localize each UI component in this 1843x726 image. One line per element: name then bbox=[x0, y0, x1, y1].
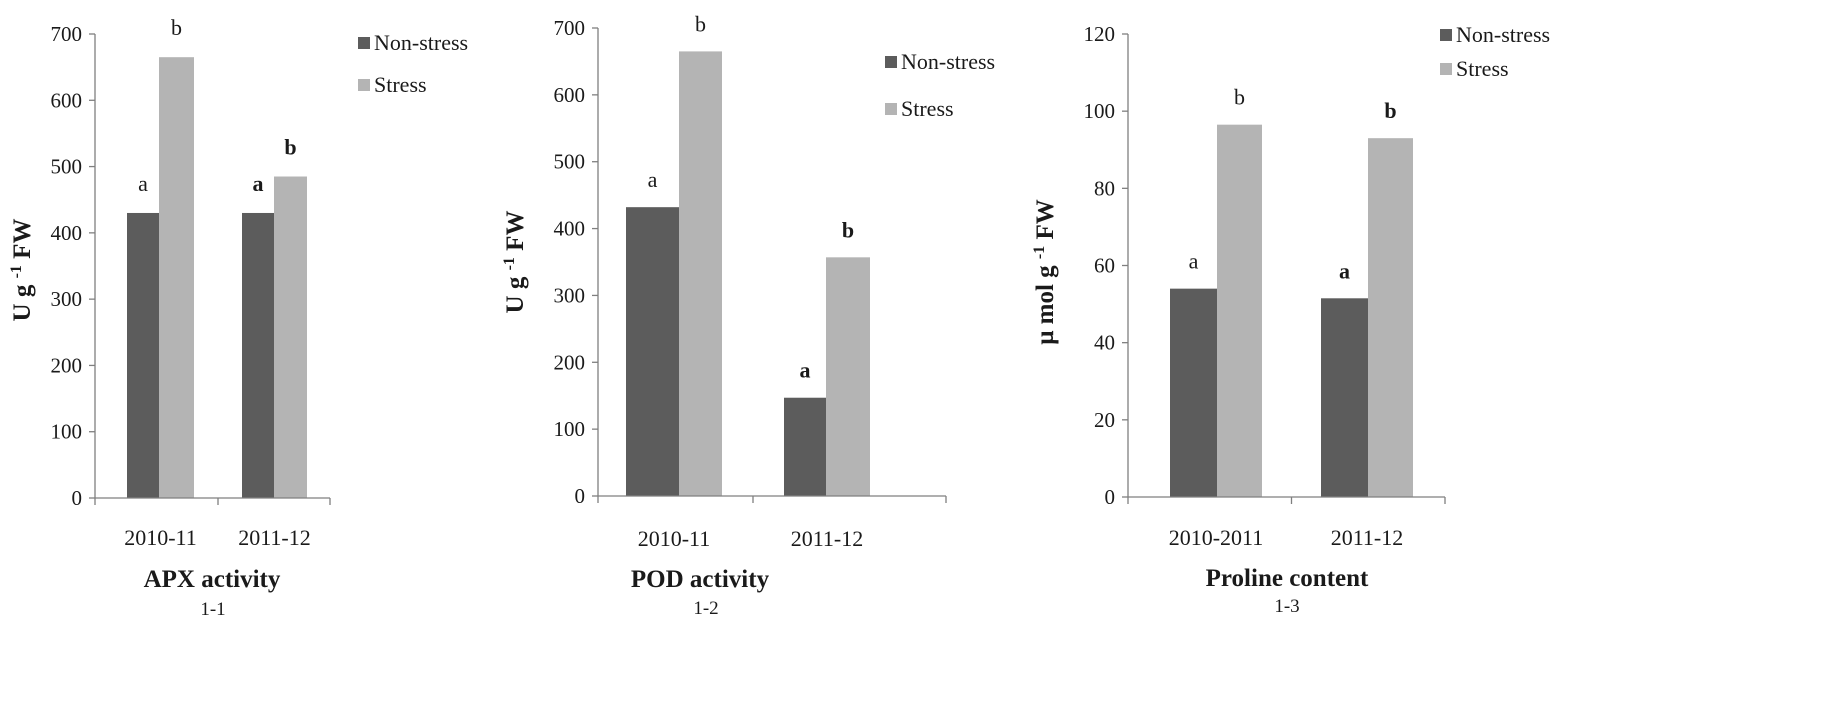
y-tick-label: 100 bbox=[554, 417, 586, 441]
bar-non-stress-2011-12 bbox=[242, 212, 274, 498]
y-tick-label: 100 bbox=[51, 420, 83, 444]
significance-letter: a bbox=[1189, 249, 1199, 274]
bar-stress-2011-12 bbox=[1368, 138, 1413, 498]
legend-label-non-stress: Non-stress bbox=[901, 49, 995, 74]
significance-letter: a bbox=[648, 167, 658, 192]
bar-stress-2010-11 bbox=[679, 51, 722, 497]
legend: Non-stress Stress bbox=[885, 49, 995, 121]
y-tick-label: 40 bbox=[1094, 331, 1115, 355]
legend: Non-stress Stress bbox=[358, 30, 468, 97]
significance-letter: b bbox=[171, 15, 182, 40]
y-tick-label: 700 bbox=[554, 16, 586, 40]
legend-swatch-stress bbox=[358, 79, 370, 91]
legend-swatch-stress bbox=[1440, 63, 1452, 75]
chart-panel-3: a b 2010-2011 a b 2011-12 0 20 40 60 80 100 120 μ mol… bbox=[1031, 22, 1550, 617]
y-tick-label: 300 bbox=[554, 283, 586, 307]
y-axis-title: μ mol g -1 FW bbox=[1031, 199, 1059, 345]
y-tick-label: 500 bbox=[554, 150, 586, 174]
bar-non-stress-2011-12 bbox=[1321, 298, 1368, 497]
bar-non-stress-2010-11 bbox=[626, 207, 679, 497]
x-tick-label: 2011-12 bbox=[238, 525, 311, 550]
bar-non-stress-2010-2011 bbox=[1170, 288, 1217, 497]
y-tick-label: 80 bbox=[1094, 176, 1115, 200]
y-tick-label: 500 bbox=[51, 155, 83, 179]
bar-non-stress-2011-12 bbox=[784, 397, 826, 496]
y-tick-label: 100 bbox=[1084, 99, 1116, 123]
x-tick-label: 2010-2011 bbox=[1169, 525, 1264, 550]
significance-letter: b bbox=[842, 217, 854, 242]
significance-letter: a bbox=[1339, 258, 1350, 283]
legend-label-stress: Stress bbox=[374, 72, 427, 97]
y-tick-label: 60 bbox=[1094, 254, 1115, 278]
y-tick-label: 600 bbox=[51, 88, 83, 112]
legend-swatch-non-stress bbox=[358, 37, 370, 49]
panel-caption: 1-1 bbox=[200, 599, 225, 620]
x-tick-label: 2011-12 bbox=[791, 526, 864, 551]
x-axis-title: APX activity bbox=[144, 566, 281, 593]
x-axis-title: POD activity bbox=[631, 566, 770, 593]
significance-letter: b bbox=[1234, 85, 1245, 110]
significance-letter: a bbox=[800, 358, 811, 383]
legend-label-non-stress: Non-stress bbox=[1456, 22, 1550, 47]
bar-stress-2010-11 bbox=[159, 57, 194, 498]
y-tick-label: 300 bbox=[51, 287, 83, 311]
y-tick-label: 120 bbox=[1084, 22, 1116, 46]
x-axis-title: Proline content bbox=[1206, 565, 1369, 592]
significance-letter: a bbox=[253, 171, 264, 196]
bar-non-stress-2010-11 bbox=[127, 212, 159, 498]
legend-label-non-stress: Non-stress bbox=[374, 30, 468, 55]
y-tick-label: 0 bbox=[575, 484, 586, 508]
y-tick-label: 0 bbox=[1105, 485, 1116, 509]
y-tick-label: 200 bbox=[51, 353, 83, 377]
y-axis-title: U g -1 FW bbox=[501, 211, 529, 314]
x-tick-label: 2010-11 bbox=[124, 525, 197, 550]
x-tick-label: 2011-12 bbox=[1331, 525, 1404, 550]
legend-swatch-stress bbox=[885, 103, 897, 115]
bar-stress-2010-2011 bbox=[1217, 124, 1262, 497]
significance-letter: a bbox=[138, 171, 148, 196]
significance-letter: b bbox=[1384, 98, 1396, 123]
significance-letter: b bbox=[284, 135, 296, 160]
legend: Non-stress Stress bbox=[1440, 22, 1550, 81]
y-tick-label: 200 bbox=[554, 350, 586, 374]
y-tick-label: 700 bbox=[51, 22, 83, 46]
legend-label-stress: Stress bbox=[1456, 56, 1509, 81]
bar-stress-2011-12 bbox=[826, 257, 870, 496]
y-tick-label: 400 bbox=[554, 217, 586, 241]
y-tick-label: 600 bbox=[554, 83, 586, 107]
panel-caption: 1-3 bbox=[1274, 596, 1299, 617]
legend-swatch-non-stress bbox=[885, 56, 897, 68]
significance-letter: b bbox=[695, 11, 706, 36]
y-tick-label: 400 bbox=[51, 221, 83, 245]
panel-caption: 1-2 bbox=[693, 598, 718, 619]
y-axis-title: U g -1 FW bbox=[8, 219, 36, 322]
bar-stress-2011-12 bbox=[274, 176, 307, 498]
y-tick-label: 20 bbox=[1094, 408, 1115, 432]
legend-swatch-non-stress bbox=[1440, 29, 1452, 41]
x-tick-label: 2010-11 bbox=[638, 526, 711, 551]
chart-panel-2: a b 2010-11 a b 2011-12 0 100 200 300 400 500 600 700… bbox=[501, 11, 995, 619]
chart-panel-1: ab2010-11ab2011-120100200300400500600700… bbox=[8, 15, 468, 620]
y-tick-label: 0 bbox=[72, 486, 83, 510]
legend-label-stress: Stress bbox=[901, 96, 954, 121]
